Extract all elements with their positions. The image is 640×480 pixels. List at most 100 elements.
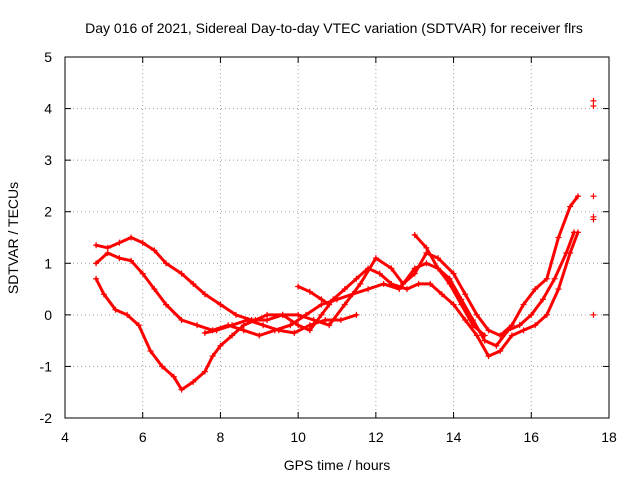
data-point	[411, 231, 418, 238]
x-tick-label: 12	[368, 429, 384, 445]
data-series	[94, 194, 580, 392]
data-point	[330, 296, 337, 303]
data-point	[209, 353, 216, 360]
data-point	[380, 280, 387, 287]
isolated-data-point	[590, 97, 597, 104]
data-point	[93, 242, 100, 249]
x-tick-label: 18	[601, 429, 617, 445]
y-tick-label: -1	[40, 358, 53, 374]
data-point	[163, 301, 170, 308]
y-tick-label: 5	[44, 49, 52, 65]
data-point	[240, 327, 247, 334]
data-point	[112, 306, 119, 313]
data-point	[295, 283, 302, 290]
data-point	[163, 260, 170, 267]
data-point	[295, 311, 302, 318]
data-point	[423, 244, 430, 251]
x-tick-label: 10	[290, 429, 306, 445]
data-point	[528, 311, 535, 318]
data-point	[302, 311, 309, 318]
data-point	[493, 342, 500, 349]
data-point	[462, 291, 469, 298]
data-point	[341, 301, 348, 308]
data-point	[574, 229, 581, 236]
data-point	[532, 286, 539, 293]
data-point	[450, 270, 457, 277]
data-point	[128, 257, 135, 264]
data-point	[190, 378, 197, 385]
data-point	[349, 291, 356, 298]
series-track-2	[94, 230, 576, 348]
y-tick-label: 2	[44, 204, 52, 220]
data-markers	[93, 97, 597, 393]
data-point	[201, 329, 208, 336]
data-point	[116, 255, 123, 262]
x-tick-label: 4	[61, 429, 69, 445]
data-point	[473, 311, 480, 318]
data-point	[365, 265, 372, 272]
data-point	[411, 265, 418, 272]
y-tick-label: 4	[44, 101, 52, 117]
data-point	[423, 260, 430, 267]
y-tick-label: 3	[44, 152, 52, 168]
data-point	[178, 386, 185, 393]
data-point	[190, 280, 197, 287]
data-point	[291, 329, 298, 336]
data-point	[229, 332, 236, 339]
axis-ticks	[64, 56, 610, 419]
data-point	[93, 275, 100, 282]
data-point	[287, 322, 294, 329]
data-point	[244, 317, 251, 324]
data-point	[252, 317, 259, 324]
x-tick-label: 16	[523, 429, 539, 445]
data-point	[217, 342, 224, 349]
data-point	[400, 280, 407, 287]
data-point	[260, 322, 267, 329]
isolated-data-point	[590, 102, 597, 109]
data-point	[508, 332, 515, 339]
data-point	[427, 280, 434, 287]
data-point	[279, 311, 286, 318]
data-point	[555, 234, 562, 241]
data-point	[411, 270, 418, 277]
data-point	[229, 322, 236, 329]
isolated-data-point	[590, 193, 597, 200]
data-point	[151, 247, 158, 254]
data-point	[201, 368, 208, 375]
data-point	[458, 301, 465, 308]
data-point	[372, 255, 379, 262]
data-point	[264, 311, 271, 318]
data-point	[213, 327, 220, 334]
data-point	[470, 317, 476, 324]
data-point	[217, 301, 224, 308]
data-point	[135, 322, 142, 329]
data-point	[124, 311, 131, 318]
data-point	[116, 239, 123, 246]
data-point	[318, 301, 325, 308]
data-point	[543, 275, 550, 282]
data-point	[147, 347, 154, 354]
data-point	[435, 255, 442, 262]
data-point	[178, 317, 185, 324]
data-point	[178, 270, 185, 277]
data-point	[318, 311, 325, 318]
data-point	[357, 280, 364, 287]
data-point	[435, 265, 442, 272]
data-point	[275, 327, 282, 334]
grid	[65, 57, 609, 418]
data-point	[555, 286, 562, 293]
data-point	[458, 296, 465, 303]
data-point	[326, 322, 333, 329]
y-tick-label: 1	[44, 255, 52, 271]
data-point	[256, 332, 263, 339]
data-point	[93, 260, 100, 267]
data-point	[473, 332, 480, 339]
data-point	[128, 234, 135, 241]
data-point	[388, 280, 395, 287]
data-point	[423, 249, 430, 256]
data-point	[485, 353, 492, 360]
data-point	[240, 322, 247, 329]
data-point	[310, 317, 317, 324]
